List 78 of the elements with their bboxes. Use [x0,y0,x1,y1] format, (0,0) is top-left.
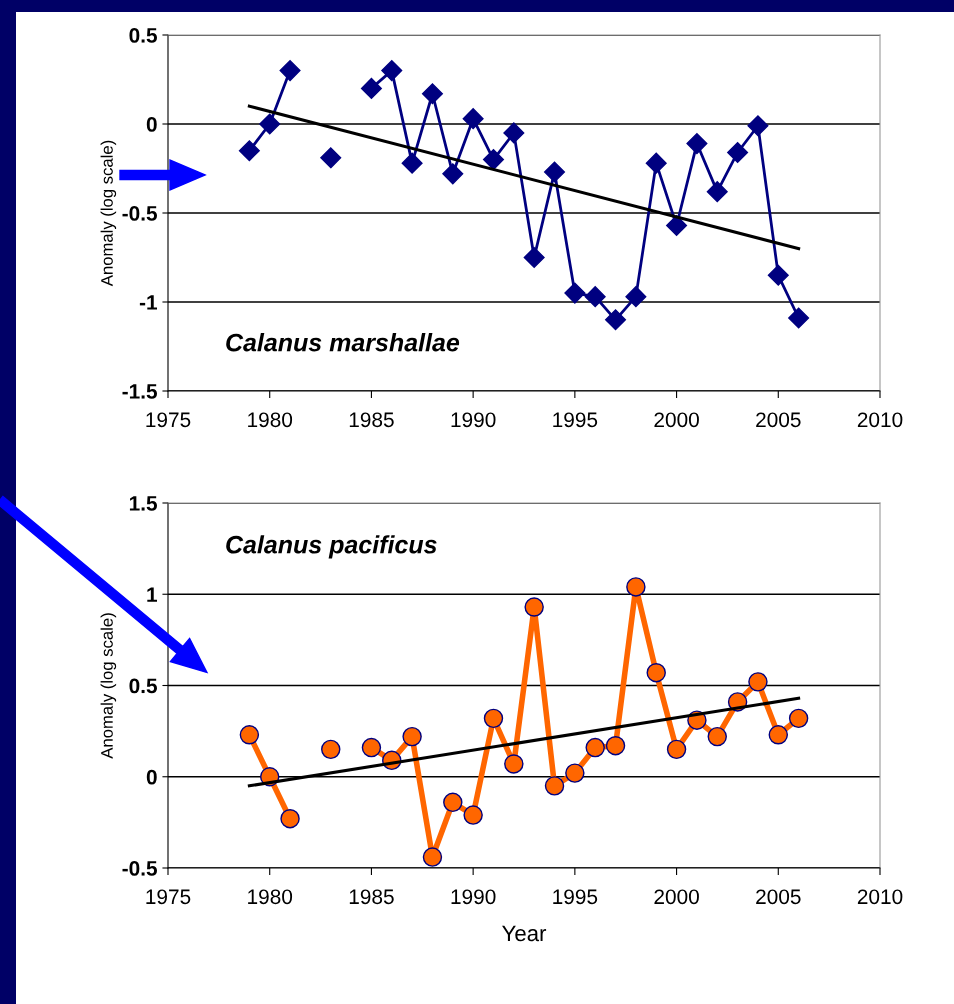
point [421,83,443,105]
point [504,754,524,774]
point [279,60,301,82]
point [747,115,769,137]
point [625,286,647,308]
y-axis-title: Anomaly (log scale) [100,613,117,759]
y-tick-label: 1.5 [129,496,158,511]
y-tick-label: 0.5 [129,678,158,694]
x-tick-label: 1975 [146,412,191,428]
point [544,776,565,796]
x-tick-label: 1995 [553,889,598,905]
annotation: Calanus marshallae [226,333,460,352]
point [585,737,605,758]
point [727,141,749,163]
point [524,597,544,617]
x-tick-label: 1980 [248,889,293,905]
y-axis-title: Anomaly (log scale) [100,140,117,287]
point [605,309,627,331]
y-tick-label: 0 [146,117,157,132]
y-tick-label: -1 [139,295,157,310]
point [321,739,341,760]
x-tick-label: 1995 [553,412,598,428]
point [706,181,728,203]
point [564,282,586,304]
x-axis-title: Year [502,925,547,942]
y-tick-label: -0.5 [122,206,158,221]
point [482,149,505,171]
point [239,725,260,745]
x-tick-label: 2000 [654,889,699,905]
x-tick-label: 1985 [349,412,394,428]
point [360,77,382,99]
point [646,663,666,683]
x-tick-label: 2005 [756,889,801,905]
point [402,726,422,747]
x-tick-label: 2010 [857,889,903,905]
point [443,792,463,813]
point [483,708,504,729]
point [645,152,667,174]
point [748,672,768,692]
x-tick-label: 1990 [451,412,496,428]
point [463,805,483,825]
point [381,60,403,82]
point [401,152,423,174]
point [605,736,626,756]
y-tick-label: 1 [147,587,157,602]
y-tick-label: 0.5 [129,28,158,43]
point [666,739,687,760]
point [320,147,342,169]
y-tick-label: -1.5 [122,384,158,399]
x-tick-label: 1985 [349,889,394,905]
x-tick-label: 2010 [857,412,903,428]
point [767,264,789,286]
point [788,307,810,329]
point [442,163,464,185]
y-tick-label: -0.5 [122,861,158,876]
y-tick-label: 0 [146,769,157,785]
x-tick-label: 1990 [451,889,496,905]
point [626,577,646,597]
point [686,133,708,155]
point [361,737,382,758]
point [788,708,809,729]
x-tick-label: 1975 [146,889,191,905]
point [503,122,525,144]
point [238,140,260,162]
point [523,246,545,269]
point [259,113,281,135]
x-tick-label: 2005 [756,412,801,428]
point [707,726,727,747]
point [280,809,300,829]
point [768,725,789,745]
x-tick-label: 1980 [248,412,293,428]
point [462,108,484,130]
point [543,161,566,183]
point [584,286,606,308]
point [422,847,443,867]
point [565,763,585,783]
annotation: Calanus pacificus [226,535,437,559]
x-tick-label: 2000 [654,412,699,428]
